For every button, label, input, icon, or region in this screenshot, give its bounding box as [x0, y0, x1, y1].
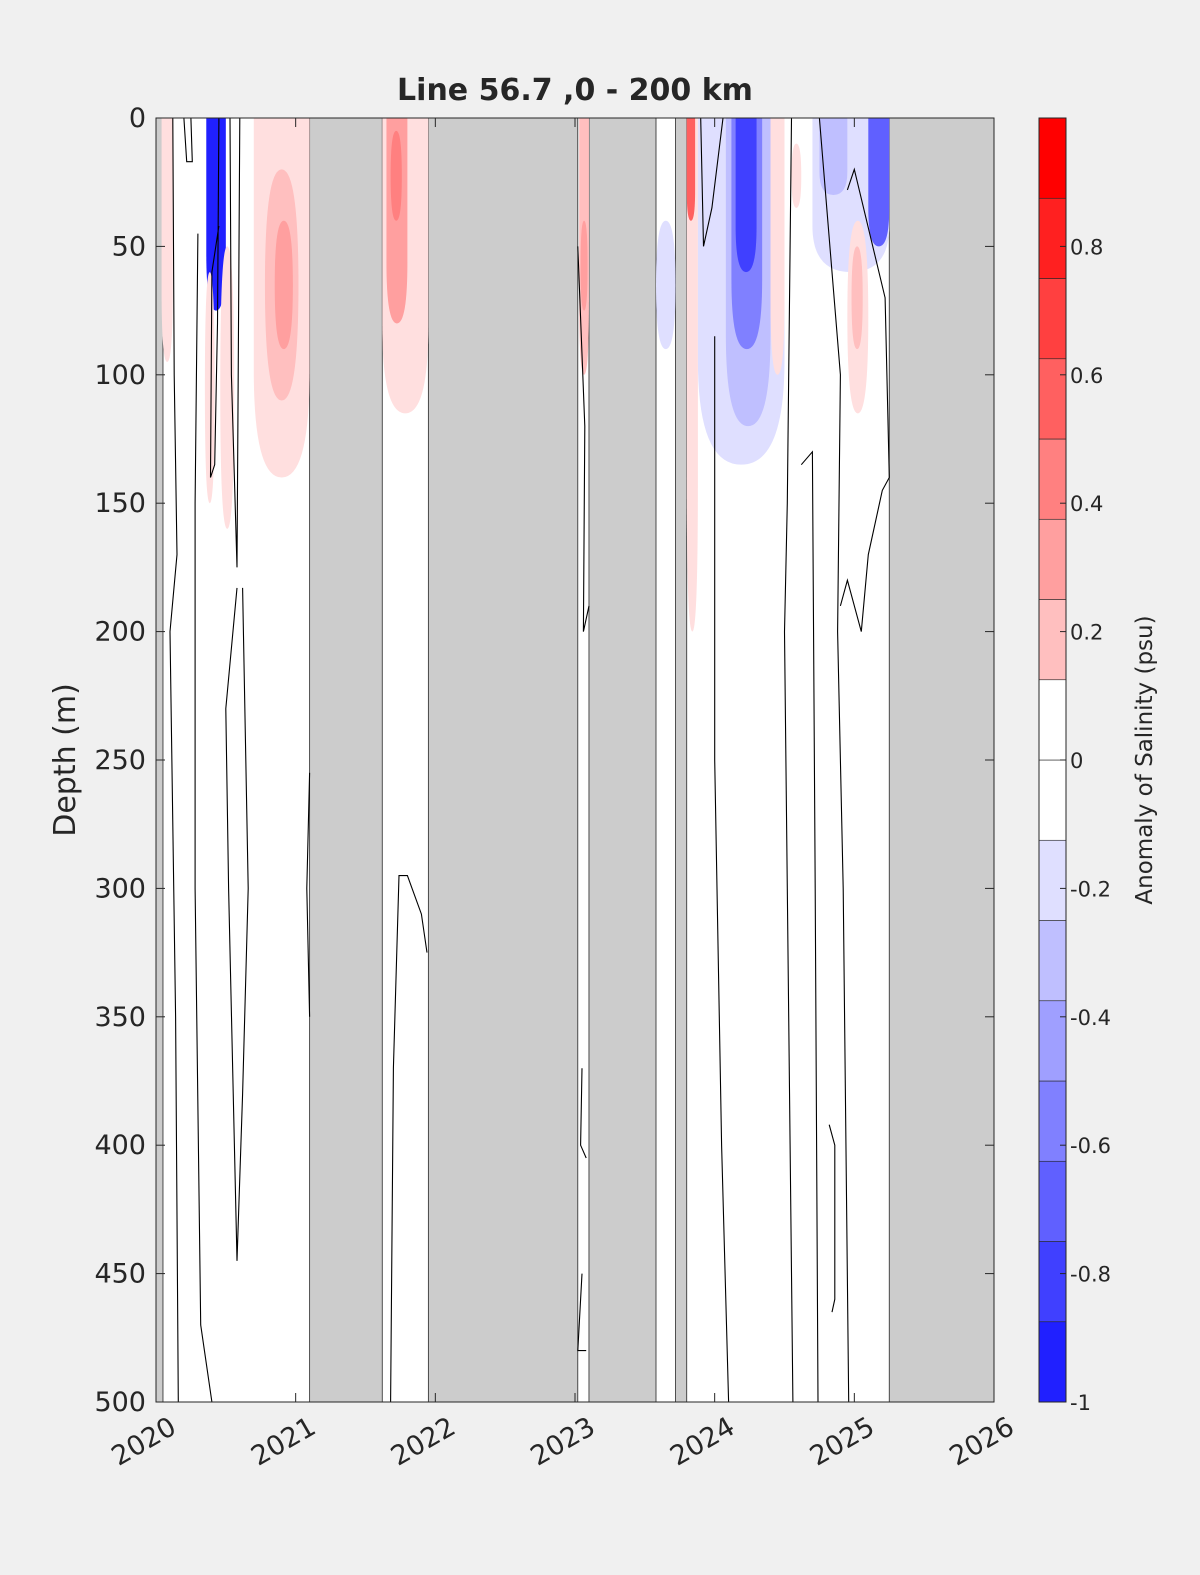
colorbar-segment-5 [1038, 920, 1067, 1002]
anomaly-patch-0 [161, 118, 173, 362]
anomaly-patch-25 [851, 246, 863, 350]
colorbar-tick-label-8: 0.6 [1070, 364, 1103, 388]
zero-contour-17 [828, 1124, 836, 1313]
colorbar-segment-1 [1038, 1241, 1067, 1323]
zero-contour-15 [818, 118, 850, 1402]
no-data-band-1 [309, 118, 383, 1402]
zero-contour-13 [783, 118, 794, 1402]
colorbar-tick-label-1: -0.8 [1070, 1263, 1111, 1287]
x-tick-label-5: 2025 [805, 1411, 880, 1472]
colorbar-tick-label-0: -1 [1070, 1391, 1091, 1415]
anomaly-patch-9 [390, 130, 402, 221]
zero-contour-2 [194, 233, 213, 1402]
colorbar-segment-15 [1038, 117, 1067, 199]
no-data-band-3 [588, 118, 657, 1402]
no-data-band-5 [888, 118, 994, 1402]
anomaly-patch-6 [274, 220, 293, 350]
anomaly-layer [161, 118, 890, 632]
y-tick-label-2: 100 [94, 360, 146, 391]
colorbar-segment-2 [1038, 1160, 1067, 1242]
zero-contour-10 [577, 1273, 587, 1352]
colorbar-segment-10 [1038, 518, 1067, 600]
anomaly-patch-12 [656, 220, 676, 350]
y-tick-label-7: 350 [94, 1002, 146, 1033]
x-tick-label-1: 2021 [246, 1411, 321, 1472]
zero-contour-4 [229, 118, 241, 568]
colorbar-segment-8 [1038, 679, 1067, 761]
colorbar-segment-6 [1038, 839, 1067, 921]
anomaly-patch-18 [735, 118, 757, 273]
zero-contour-16 [839, 167, 890, 632]
colorbar-segment-12 [1038, 358, 1067, 440]
anomaly-patch-13 [686, 118, 698, 632]
x-tick-label-4: 2024 [665, 1411, 740, 1472]
y-tick-label-4: 200 [94, 617, 146, 648]
x-tick-label-0: 2020 [106, 1411, 181, 1472]
colorbar-segment-7 [1038, 759, 1067, 841]
no-data-band-4 [675, 118, 688, 1402]
zero-contour-11 [700, 118, 724, 247]
colorbar-segment-0 [1038, 1321, 1067, 1403]
no-data-band-2 [427, 118, 579, 1402]
colorbar-segment-9 [1038, 599, 1067, 681]
y-axis-label: Depth (m) [48, 683, 83, 837]
zero-contour-14 [800, 450, 819, 1402]
x-tick-label-6: 2026 [944, 1411, 1019, 1472]
anomaly-patch-11 [580, 220, 588, 311]
colorbar-label: Anomaly of Salinity (psu) [1132, 615, 1158, 904]
colorbar: -1 -0.8 -0.6 -0.4 -0.2 0 0.2 0.4 0.6 0.8 [1038, 117, 1111, 1415]
zero-contour-0 [169, 118, 179, 1402]
x-tick-label-2: 2022 [386, 1411, 461, 1472]
zero-contour-5 [225, 587, 249, 1261]
colorbar-segment-11 [1038, 438, 1067, 520]
plot-area [155, 117, 995, 1403]
colorbar-segment-4 [1038, 1000, 1067, 1082]
colorbar-segment-14 [1038, 197, 1067, 279]
colorbar-tick-label-2: -0.6 [1070, 1134, 1111, 1158]
zero-contour-7 [390, 875, 428, 1402]
colorbar-tick-label-4: -0.2 [1070, 877, 1111, 901]
anomaly-patch-14 [686, 118, 696, 221]
y-tick-label-1: 50 [112, 231, 146, 262]
y-tick-label-6: 300 [94, 873, 146, 904]
anomaly-patch-20 [791, 143, 802, 208]
y-tick-label-0: 0 [129, 103, 146, 134]
no-data-layer [156, 118, 994, 1402]
zero-contour-6 [306, 772, 311, 1017]
x-tick-label-3: 2023 [525, 1411, 600, 1472]
anomaly-patch-19 [770, 118, 785, 375]
y-tick-label-5: 250 [94, 745, 146, 776]
y-tick-label-3: 150 [94, 488, 146, 519]
colorbar-segment-13 [1038, 278, 1067, 360]
anomaly-patch-23 [868, 118, 890, 247]
colorbar-segment-3 [1038, 1080, 1067, 1162]
y-tick-label-10: 500 [94, 1387, 146, 1418]
zero-contour-1 [183, 118, 193, 163]
chart-title: Line 56.7 ,0 - 200 km [397, 73, 753, 108]
zero-contour-8 [577, 246, 590, 632]
zero-contour-12 [714, 336, 730, 1402]
colorbar-tick-label-9: 0.8 [1070, 235, 1103, 259]
zero-contour-3 [209, 118, 220, 478]
zero-contour-9 [580, 1068, 587, 1159]
colorbar-tick-label-7: 0.4 [1070, 492, 1103, 516]
anomaly-patch-1 [206, 118, 226, 311]
anomaly-patch-2 [204, 272, 215, 504]
colorbar-tick-label-3: -0.4 [1070, 1006, 1111, 1030]
y-tick-label-9: 450 [94, 1259, 146, 1290]
y-tick-label-8: 400 [94, 1130, 146, 1161]
colorbar-tick-label-5: 0 [1070, 749, 1083, 773]
zero-contour-layer [169, 118, 890, 1402]
anomaly-patch-22 [819, 118, 848, 196]
colorbar-tick-label-6: 0.2 [1070, 621, 1103, 645]
y-axis: 0 50 100 150 200 250 300 350 400 450 500 [94, 103, 994, 1418]
